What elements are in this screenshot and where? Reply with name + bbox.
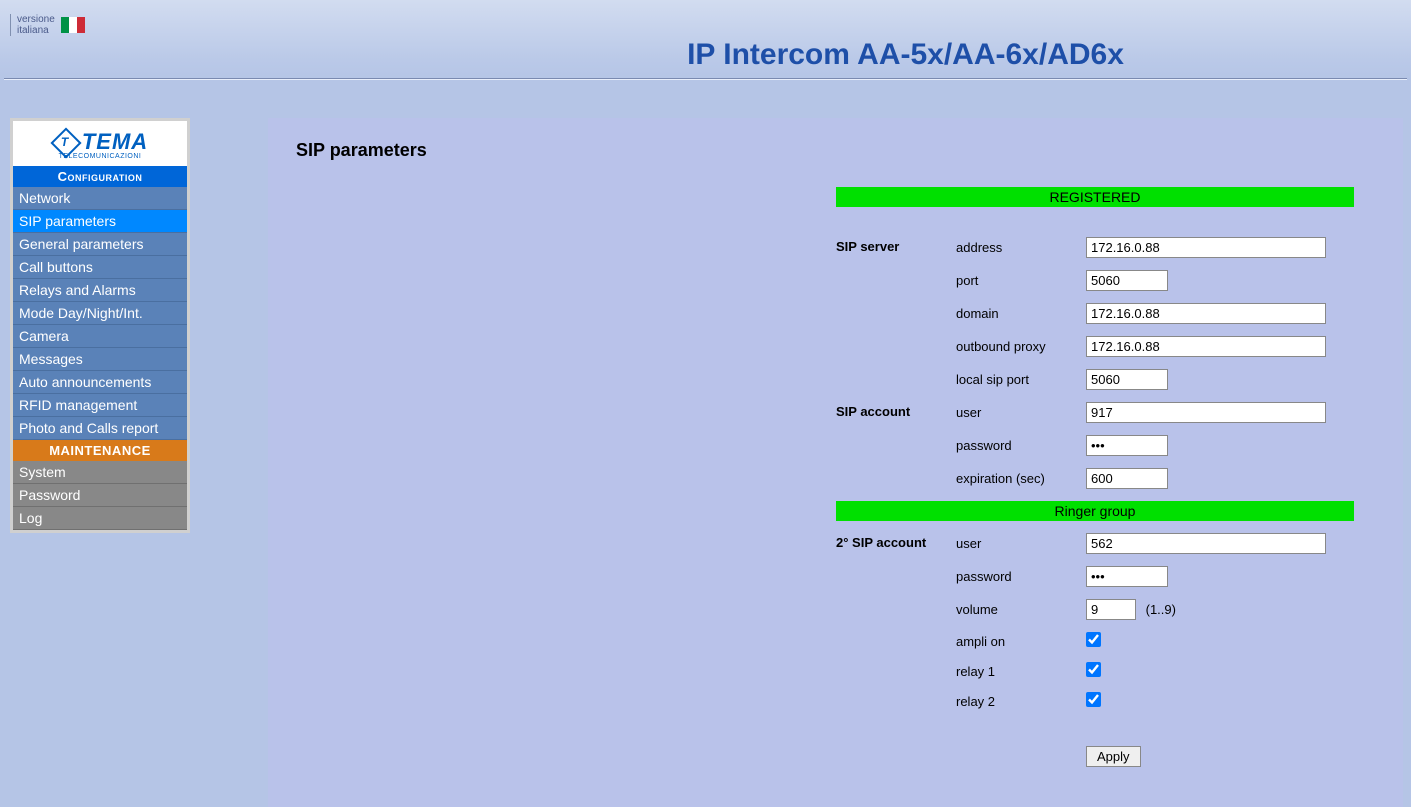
- sidebar-item-camera[interactable]: Camera: [13, 325, 187, 348]
- label-user: user: [956, 396, 1086, 429]
- sidebar-item-call-buttons[interactable]: Call buttons: [13, 256, 187, 279]
- label-password: password: [956, 429, 1086, 462]
- label-ampli-on: ampli on: [956, 626, 1086, 656]
- header-divider: [4, 78, 1407, 80]
- label-outbound-proxy: outbound proxy: [956, 330, 1086, 363]
- input-outbound-proxy[interactable]: [1086, 336, 1326, 357]
- checkbox-relay2[interactable]: [1086, 692, 1101, 707]
- sidebar-item-photo-and-calls-report[interactable]: Photo and Calls report: [13, 417, 187, 440]
- checkbox-relay1[interactable]: [1086, 662, 1101, 677]
- input-volume[interactable]: [1086, 599, 1136, 620]
- volume-hint: (1..9): [1146, 602, 1176, 617]
- logo-diamond-icon: [52, 129, 78, 155]
- label-password2: password: [956, 560, 1086, 593]
- logo: TEMA TELECOMUNICAZIONI: [13, 121, 187, 166]
- label-expiration: expiration (sec): [956, 462, 1086, 495]
- sidebar-item-password[interactable]: Password: [13, 484, 187, 507]
- apply-button[interactable]: Apply: [1086, 746, 1141, 767]
- input-user[interactable]: [1086, 402, 1326, 423]
- label-domain: domain: [956, 297, 1086, 330]
- input-port[interactable]: [1086, 270, 1168, 291]
- status-ringer-group: Ringer group: [836, 501, 1354, 521]
- sidebar-item-sip-parameters[interactable]: SIP parameters: [13, 210, 187, 233]
- sidebar-item-messages[interactable]: Messages: [13, 348, 187, 371]
- status-registered: REGISTERED: [836, 187, 1354, 207]
- label-port: port: [956, 264, 1086, 297]
- section-sip-account: SIP account: [836, 396, 956, 429]
- language-link[interactable]: versione italiana: [10, 14, 85, 36]
- label-relay1: relay 1: [956, 656, 1086, 686]
- sidebar: TEMA TELECOMUNICAZIONI Configuration Net…: [10, 118, 190, 533]
- language-text: versione italiana: [17, 14, 55, 36]
- sidebar-item-system[interactable]: System: [13, 461, 187, 484]
- sidebar-item-relays-and-alarms[interactable]: Relays and Alarms: [13, 279, 187, 302]
- logo-subtitle: TELECOMUNICAZIONI: [17, 153, 183, 160]
- logo-text: TEMA: [82, 129, 148, 155]
- label-volume: volume: [956, 593, 1086, 626]
- sidebar-item-general-parameters[interactable]: General parameters: [13, 233, 187, 256]
- input-local-sip-port[interactable]: [1086, 369, 1168, 390]
- input-password2[interactable]: [1086, 566, 1168, 587]
- label-relay2: relay 2: [956, 686, 1086, 716]
- input-address[interactable]: [1086, 237, 1326, 258]
- section-sip-server: SIP server: [836, 231, 956, 264]
- sidebar-item-mode-day-night-int-[interactable]: Mode Day/Night/Int.: [13, 302, 187, 325]
- input-expiration[interactable]: [1086, 468, 1168, 489]
- sidebar-item-auto-announcements[interactable]: Auto announcements: [13, 371, 187, 394]
- italy-flag-icon: [61, 17, 85, 33]
- page-title: IP Intercom AA-5x/AA-6x/AD6x: [0, 38, 1411, 72]
- label-user2: user: [956, 527, 1086, 560]
- sidebar-item-network[interactable]: Network: [13, 187, 187, 210]
- sidebar-item-log[interactable]: Log: [13, 507, 187, 530]
- section-second-sip-account: 2° SIP account: [836, 527, 956, 560]
- input-domain[interactable]: [1086, 303, 1326, 324]
- content-panel: SIP parameters REGISTERED SIP server add…: [268, 118, 1403, 807]
- menu-header-configuration: Configuration: [13, 166, 187, 187]
- menu-header-maintenance: MAINTENANCE: [13, 440, 187, 461]
- sidebar-item-rfid-management[interactable]: RFID management: [13, 394, 187, 417]
- label-address: address: [956, 231, 1086, 264]
- input-password[interactable]: [1086, 435, 1168, 456]
- input-user2[interactable]: [1086, 533, 1326, 554]
- checkbox-ampli-on[interactable]: [1086, 632, 1101, 647]
- sip-form-table: REGISTERED SIP server address port domai…: [836, 181, 1362, 773]
- label-local-sip-port: local sip port: [956, 363, 1086, 396]
- content-heading: SIP parameters: [296, 140, 1375, 161]
